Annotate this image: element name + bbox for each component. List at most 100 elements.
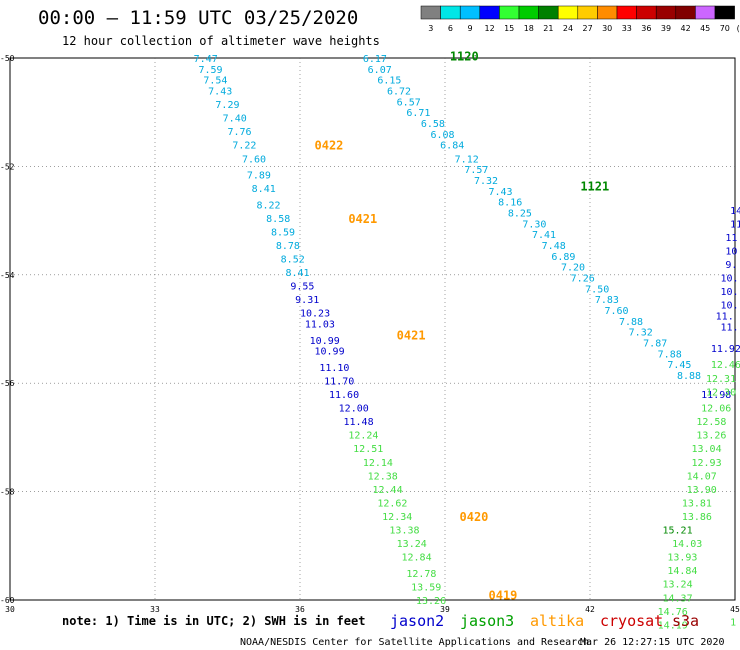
swh-label: 10.99 bbox=[310, 336, 340, 347]
swh-label: 12.34 bbox=[382, 512, 412, 523]
x-tick-30: 30 bbox=[5, 605, 15, 614]
swh-label: 8.25 bbox=[508, 208, 532, 219]
swh-label: 7.26 bbox=[571, 274, 595, 285]
swh-label: 12.30 bbox=[706, 387, 736, 398]
scale-label-33: 33 bbox=[622, 24, 632, 33]
swh-label: 8.78 bbox=[276, 241, 300, 252]
scale-swatch-6 bbox=[440, 5, 461, 20]
time-tag-0420: 0420 bbox=[460, 510, 489, 524]
scale-label-12: 12 bbox=[485, 24, 495, 33]
swh-label: 10. bbox=[721, 287, 739, 298]
scale-swatch-42 bbox=[675, 5, 696, 20]
swh-label: 12.62 bbox=[377, 498, 407, 509]
chart-title: 00:00 – 11:59 UTC 03/25/2020 bbox=[38, 7, 358, 29]
swh-label: 8.41 bbox=[252, 184, 276, 195]
swh-label: 8.58 bbox=[266, 214, 290, 225]
scale-swatch-24 bbox=[557, 5, 579, 20]
x-tick-45: 45 bbox=[730, 605, 740, 614]
footer-note: note: 1) Time is in UTC; 2) SWH is in fe… bbox=[62, 614, 365, 628]
scale-swatch-27 bbox=[577, 5, 598, 20]
swh-label: 14.19 bbox=[658, 620, 688, 631]
swh-label: 12.58 bbox=[696, 417, 726, 428]
swh-label: 6.07 bbox=[368, 65, 392, 76]
swh-label: 12.44 bbox=[373, 485, 403, 496]
swh-label: 7.87 bbox=[643, 339, 667, 350]
swh-label: 8.22 bbox=[257, 200, 281, 211]
swh-label: 6.84 bbox=[440, 141, 464, 152]
swh-label: 14.76 bbox=[658, 607, 688, 618]
swh-label: 7.12 bbox=[455, 154, 479, 165]
scale-label-21: 21 bbox=[543, 24, 553, 33]
swh-label: 14.37 bbox=[663, 593, 693, 604]
swh-label: 6.57 bbox=[397, 97, 421, 108]
scale-label-39: 39 bbox=[661, 24, 671, 33]
swh-label: 12.24 bbox=[348, 431, 378, 442]
swh-label: 7.54 bbox=[203, 76, 227, 87]
y-tick-52: -52 bbox=[0, 162, 15, 171]
swh-label: 12.78 bbox=[406, 569, 436, 580]
swh-label: 13.59 bbox=[411, 582, 441, 593]
scale-swatch-18 bbox=[518, 5, 539, 20]
swh-label: 7.60 bbox=[605, 306, 629, 317]
swh-label: 13.93 bbox=[667, 553, 697, 564]
swh-label: 6.17 bbox=[363, 54, 387, 65]
scale-label-36: 36 bbox=[641, 24, 651, 33]
swh-label: 14 bbox=[730, 206, 740, 217]
swh-label: 6.58 bbox=[421, 119, 445, 130]
swh-label: 14.03 bbox=[672, 539, 702, 550]
swh-label: 12.51 bbox=[353, 444, 383, 455]
swh-label: 8.41 bbox=[286, 268, 310, 279]
swh-label: 11 bbox=[730, 219, 740, 230]
chart-subtitle: 12 hour collection of altimeter wave hei… bbox=[62, 34, 380, 48]
swh-label: 13.81 bbox=[682, 498, 712, 509]
time-tag-1121: 1121 bbox=[580, 179, 609, 193]
swh-label: 13.24 bbox=[663, 580, 693, 591]
scale-label-27: 27 bbox=[583, 24, 593, 33]
scale-label-42: 42 bbox=[681, 24, 691, 33]
scale-unit: (ft) bbox=[737, 24, 740, 33]
swh-label: 12.00 bbox=[339, 404, 369, 415]
scale-swatch-70 bbox=[714, 5, 735, 20]
satellite-cryosat: cryosat bbox=[600, 612, 663, 630]
grid bbox=[10, 58, 735, 600]
swh-label: 7.47 bbox=[194, 54, 218, 65]
swh-label: 13.04 bbox=[692, 444, 722, 455]
swh-label: 8.59 bbox=[271, 227, 295, 238]
swh-label: 14.84 bbox=[667, 566, 697, 577]
x-tick-39: 39 bbox=[440, 605, 450, 614]
swh-label: 12.46 bbox=[711, 360, 740, 371]
scale-label-24: 24 bbox=[563, 24, 573, 33]
swh-label: 7.59 bbox=[199, 65, 223, 76]
swh-label: 11.92 bbox=[711, 344, 740, 355]
scale-label-3: 3 bbox=[428, 24, 433, 33]
swh-label: 7.32 bbox=[629, 328, 653, 339]
scale-swatch-12 bbox=[479, 5, 500, 20]
swh-label: 11. bbox=[721, 322, 739, 333]
swh-label: 11.03 bbox=[305, 320, 335, 331]
swh-label: 6.72 bbox=[387, 87, 411, 98]
scale-swatch-39 bbox=[655, 5, 677, 20]
satellite-legend: jason2 jason3 altika cryosat s3a bbox=[390, 612, 699, 630]
swh-label: 7.89 bbox=[247, 171, 271, 182]
y-tick-54: -54 bbox=[0, 271, 15, 280]
swh-label: 8.16 bbox=[498, 198, 522, 209]
swh-label: 11.60 bbox=[329, 390, 359, 401]
time-tag-0419: 0419 bbox=[489, 589, 518, 603]
swh-label: 10.23 bbox=[300, 309, 330, 320]
time-tag-1120: 1120 bbox=[450, 49, 479, 63]
swh-label: 12.38 bbox=[368, 471, 398, 482]
swh-label: 8.52 bbox=[281, 255, 305, 266]
swh-label: 7.40 bbox=[223, 114, 247, 125]
swh-label: 13.24 bbox=[397, 539, 427, 550]
axis-ticks: 30 33 36 39 42 45 -50 -52 -54 -56 -58 -60 bbox=[0, 54, 740, 614]
scale-label-30: 30 bbox=[602, 24, 612, 33]
scale-swatch-3 bbox=[420, 5, 441, 20]
swh-label: 11 bbox=[725, 233, 737, 244]
swh-label: 7.50 bbox=[585, 284, 609, 295]
scale-swatch-45 bbox=[695, 5, 716, 20]
time-tag-0422: 0422 bbox=[315, 139, 344, 153]
scale-label-15: 15 bbox=[504, 24, 514, 33]
scale-label-6: 6 bbox=[448, 24, 453, 33]
swh-label: 7.83 bbox=[595, 295, 619, 306]
swh-label: 9.55 bbox=[290, 282, 314, 293]
